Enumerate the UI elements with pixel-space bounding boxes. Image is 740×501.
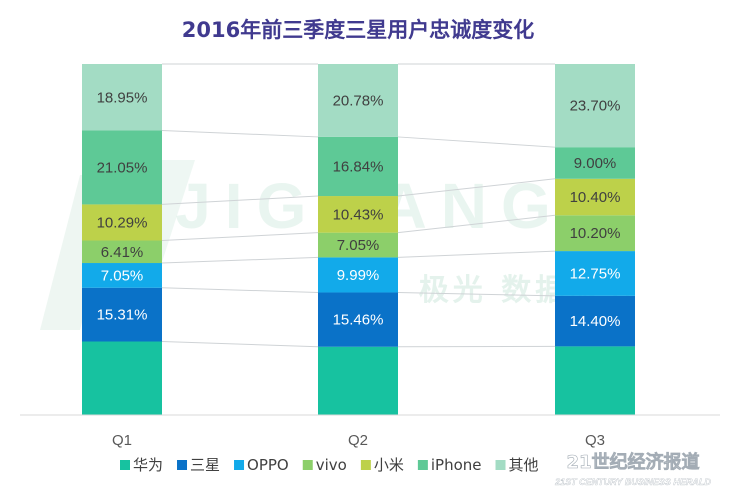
data-label-q3-6: 23.70%: [570, 98, 621, 115]
legend-label-4: 小米: [374, 456, 404, 474]
legend-label-5: iPhone: [431, 456, 482, 474]
herald-en: 21ST CENTURY BUSINESS HERALD: [554, 477, 711, 487]
x-axis-ticks: Q1 Q2 Q3: [112, 432, 605, 449]
bar-segment-q3-3: [555, 215, 635, 252]
data-label-q1-6: 18.95%: [97, 89, 148, 106]
legend-swatch-6: [495, 460, 506, 470]
bar-segment-q2-4: [318, 196, 398, 233]
data-label-q3-5: 9.00%: [574, 155, 617, 172]
connector-line-q2-q3-1: [397, 291, 556, 297]
connector-line-q2-q3-5: [397, 136, 556, 148]
bar-segment-q1-4: [82, 204, 162, 241]
legend-item-6: 其他: [495, 456, 539, 474]
data-label-q1-4: 10.29%: [97, 214, 148, 231]
data-label-q2-6: 20.78%: [333, 92, 384, 109]
bar-segment-q2-2: [318, 257, 398, 293]
chart-title: 2016年前三季度三星用户忠诚度变化: [182, 18, 534, 42]
data-labels: 15.31% 7.05% 6.41% 10.29% 21.05% 18.95% 15.46%…: [97, 89, 621, 330]
data-label-q3-4: 10.40%: [570, 189, 621, 206]
data-label-q1-3: 6.41%: [101, 244, 144, 261]
data-label-q1-1: 15.31%: [97, 307, 148, 324]
connector-line-q1-q2-3: [161, 232, 319, 242]
data-label-q3-3: 10.20%: [570, 225, 621, 242]
legend-item-2: OPPO: [234, 456, 289, 474]
legend-item-5: iPhone: [417, 456, 482, 474]
bar-segment-q1-1: [82, 287, 162, 342]
bar-segment-q3-1: [555, 295, 635, 347]
legend-item-3: vivo: [302, 456, 347, 474]
legend-item-0: 华为: [120, 456, 163, 474]
connector-line-q1-q2-2: [161, 256, 319, 264]
bar-segment-q1-2: [82, 263, 162, 288]
data-label-q2-4: 10.43%: [333, 206, 384, 223]
herald-watermark: 21世纪经济报道 21ST CENTURY BUSINESS HERALD: [554, 451, 711, 487]
legend-item-1: 三星: [177, 456, 220, 474]
bar-segment-q2-0: [318, 346, 398, 415]
data-label-q1-2: 7.05%: [101, 267, 144, 284]
x-tick-label-q1: Q1: [112, 432, 132, 449]
legend-label-0: 华为: [133, 456, 163, 474]
connector-line-q1-q2-5: [161, 130, 319, 138]
bar-segment-q2-6: [318, 64, 398, 137]
connector-line-q2-q3-4: [397, 178, 556, 197]
data-label-q3-1: 14.40%: [570, 313, 621, 330]
legend-swatch-3: [302, 460, 313, 470]
bar-segment-q1-0: [82, 341, 162, 415]
bar-segment-q3-5: [555, 147, 635, 179]
herald-cn: 21世纪经济报道: [566, 451, 699, 473]
connector-line-q1-q2-4: [161, 195, 319, 205]
legend-swatch-4: [360, 460, 371, 470]
bar-segment-q3-6: [555, 64, 635, 148]
data-label-q2-2: 9.99%: [337, 267, 380, 284]
connector-line-q2-q3-3: [397, 214, 556, 234]
legend-swatch-1: [177, 460, 188, 470]
data-label-q2-5: 16.84%: [333, 158, 384, 175]
bar-segment-q2-1: [318, 292, 398, 347]
legend-label-2: OPPO: [247, 456, 289, 474]
legend-label-3: vivo: [316, 456, 347, 474]
legend-item-4: 小米: [360, 456, 404, 474]
legend-label-1: 三星: [190, 456, 220, 474]
x-tick-label-q2: Q2: [348, 432, 368, 449]
bar-segment-q1-5: [82, 130, 162, 205]
data-label-q2-3: 7.05%: [337, 237, 380, 254]
bar-segment-q2-5: [318, 136, 398, 197]
bar-segment-q3-4: [555, 178, 635, 216]
connector-line-q2-q3-2: [397, 250, 556, 258]
bar-segment-q3-2: [555, 251, 635, 296]
bar-segment-q2-3: [318, 232, 398, 258]
legend: 华为 三星 OPPO vivo 小米 iPhone 其他: [120, 456, 539, 474]
legend-label-6: 其他: [509, 456, 539, 474]
legend-swatch-0: [120, 460, 130, 470]
bar-segment-q1-6: [82, 64, 162, 131]
bar-segment-q3-0: [555, 346, 635, 415]
connector-line-q1-q2-0: [161, 341, 319, 348]
bar-layer: [82, 64, 635, 415]
data-label-q1-5: 21.05%: [97, 159, 148, 176]
data-label-q2-1: 15.46%: [333, 312, 384, 329]
data-label-q3-2: 12.75%: [570, 265, 621, 282]
legend-swatch-2: [234, 460, 245, 470]
connector-line-q1-q2-1: [161, 287, 319, 293]
bar-segment-q1-3: [82, 240, 162, 264]
legend-swatch-5: [417, 460, 428, 470]
x-tick-label-q3: Q3: [585, 432, 605, 449]
connector-lines: [161, 63, 556, 348]
